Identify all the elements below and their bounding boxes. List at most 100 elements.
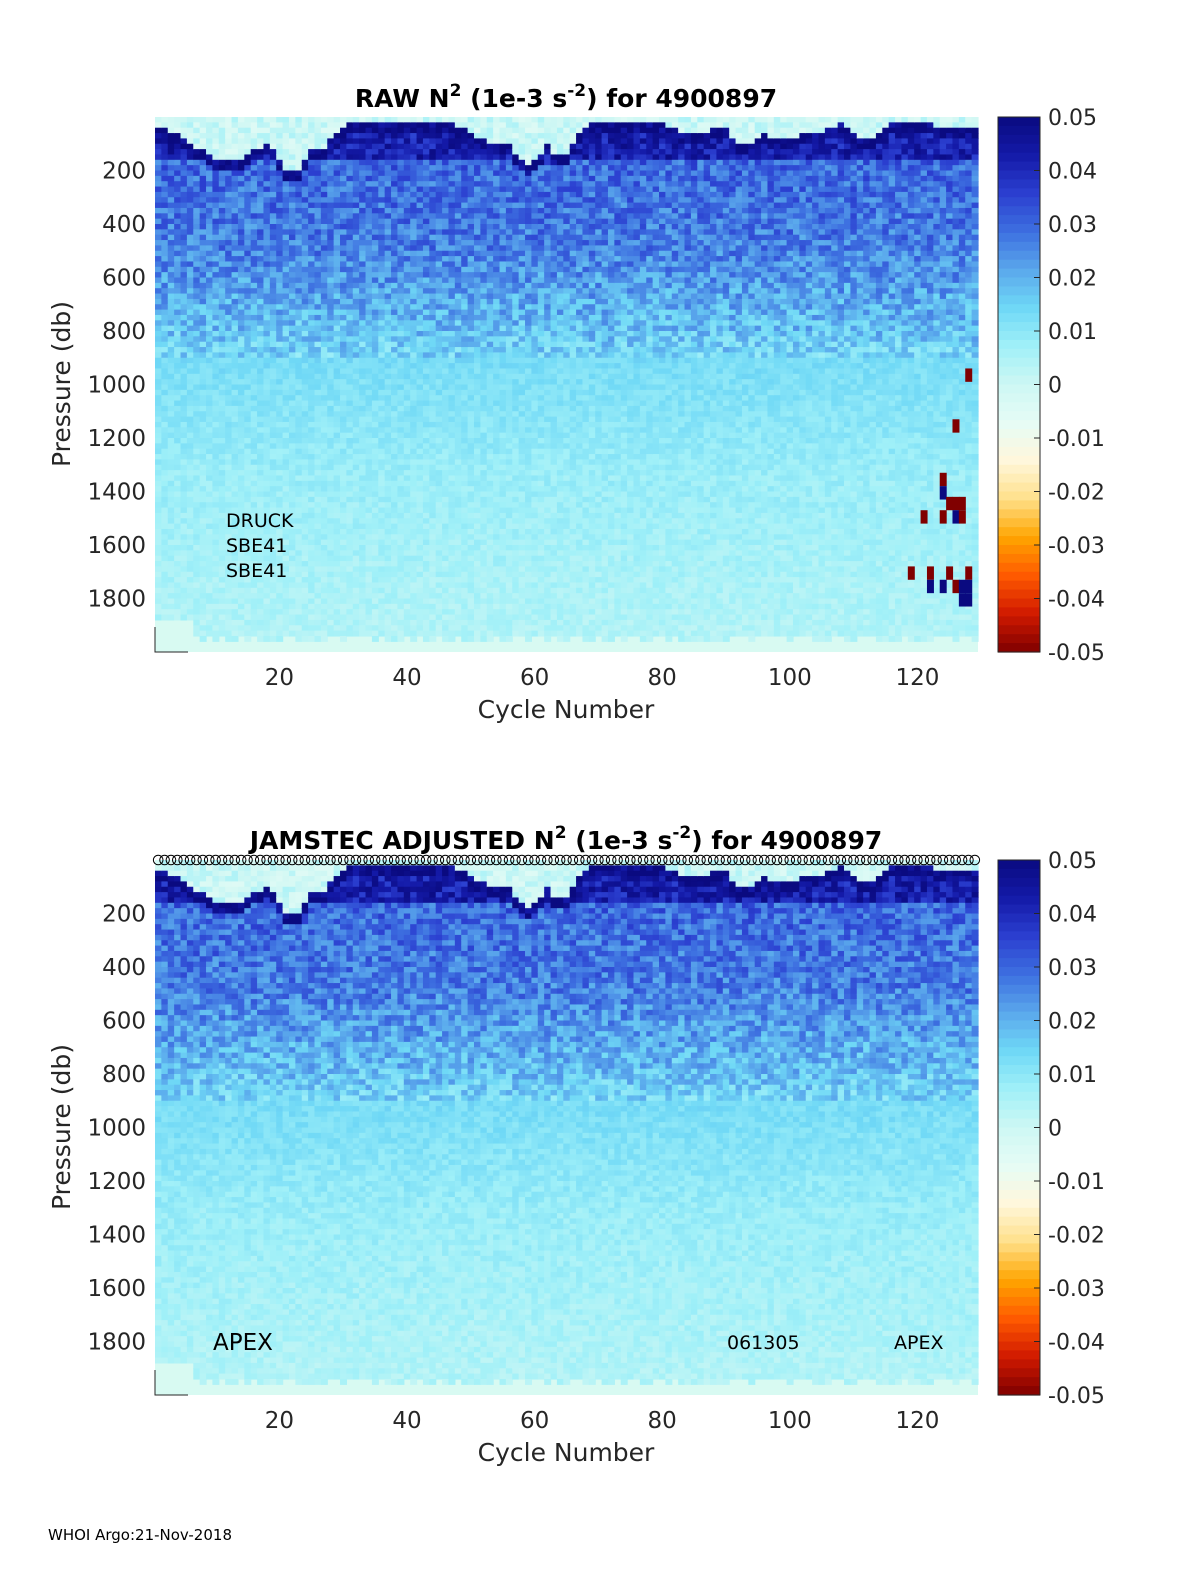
heatmap-cell bbox=[199, 470, 207, 477]
heatmap-cell bbox=[276, 245, 284, 252]
heatmap-cell bbox=[276, 619, 284, 626]
heatmap-cell bbox=[174, 421, 182, 428]
heatmap-cell bbox=[263, 202, 271, 209]
heatmap-cell bbox=[340, 165, 347, 172]
heatmap-cell bbox=[244, 191, 252, 198]
heatmap-cell bbox=[250, 523, 258, 530]
heatmap-cell bbox=[282, 459, 290, 466]
heatmap-cell bbox=[422, 138, 430, 145]
heatmap-cell bbox=[371, 593, 379, 600]
heatmap-cell bbox=[174, 545, 182, 551]
heatmap-cell bbox=[384, 175, 392, 182]
heatmap-cell bbox=[161, 475, 169, 482]
heatmap-cell bbox=[340, 186, 347, 193]
heatmap-cell bbox=[212, 512, 220, 519]
heatmap-cell bbox=[473, 154, 481, 161]
heatmap-cell bbox=[333, 245, 341, 252]
heatmap-cell bbox=[480, 229, 488, 236]
heatmap-cell bbox=[288, 127, 296, 134]
heatmap-cell bbox=[346, 202, 354, 209]
heatmap-cell bbox=[333, 336, 341, 343]
heatmap-cell bbox=[333, 512, 341, 519]
heatmap-cell bbox=[467, 229, 475, 236]
heatmap-cell bbox=[282, 127, 290, 134]
heatmap-cell bbox=[448, 496, 456, 503]
heatmap-cell bbox=[429, 507, 437, 514]
heatmap-cell bbox=[422, 432, 430, 439]
heatmap-cell bbox=[352, 496, 360, 503]
heatmap-cell bbox=[225, 202, 233, 209]
heatmap-cell bbox=[257, 555, 265, 562]
heatmap-cell bbox=[429, 400, 437, 407]
heatmap-cell bbox=[320, 250, 328, 257]
heatmap-cell bbox=[199, 250, 207, 257]
heatmap-cell bbox=[461, 272, 469, 279]
heatmap-cell bbox=[397, 486, 405, 493]
heatmap-cell bbox=[237, 277, 245, 284]
heatmap-cell bbox=[378, 373, 386, 380]
heatmap-cell bbox=[301, 400, 309, 407]
heatmap-cell bbox=[174, 496, 182, 503]
heatmap-cell bbox=[269, 593, 277, 600]
heatmap-cell bbox=[346, 373, 354, 380]
heatmap-cell bbox=[422, 593, 430, 600]
heatmap-cell bbox=[269, 389, 277, 396]
heatmap-cell bbox=[225, 432, 233, 439]
heatmap-cell bbox=[327, 464, 335, 471]
heatmap-cell bbox=[397, 341, 405, 348]
heatmap-cell bbox=[180, 234, 188, 241]
heatmap-cell bbox=[244, 555, 252, 562]
heatmap-cell bbox=[244, 298, 252, 305]
heatmap-cell bbox=[212, 496, 220, 503]
heatmap-cell bbox=[193, 411, 201, 418]
heatmap-cell bbox=[186, 523, 194, 530]
heatmap-cell bbox=[199, 603, 207, 610]
heatmap-cell bbox=[282, 448, 290, 455]
heatmap-cell bbox=[410, 197, 418, 204]
heatmap-cell bbox=[365, 593, 373, 600]
heatmap-cell bbox=[276, 486, 284, 493]
heatmap-cell bbox=[454, 577, 462, 584]
heatmap-cell bbox=[371, 127, 379, 134]
heatmap-cell bbox=[333, 341, 341, 348]
heatmap-cell bbox=[155, 545, 162, 551]
heatmap-cell bbox=[295, 288, 303, 295]
heatmap-cell bbox=[218, 293, 226, 300]
heatmap-cell bbox=[167, 261, 175, 268]
heatmap-cell bbox=[454, 630, 462, 637]
heatmap-cell bbox=[467, 170, 475, 177]
heatmap-cell bbox=[237, 395, 245, 402]
heatmap-cell bbox=[212, 582, 220, 589]
heatmap-cell bbox=[391, 416, 399, 423]
heatmap-cell bbox=[193, 379, 201, 386]
heatmap-cell bbox=[454, 400, 462, 407]
heatmap-cell bbox=[391, 480, 399, 487]
heatmap-cell bbox=[199, 127, 207, 134]
heatmap-cell bbox=[155, 614, 162, 621]
heatmap-cell bbox=[448, 202, 456, 209]
heatmap-cell bbox=[340, 181, 347, 188]
heatmap-cell bbox=[237, 614, 245, 621]
heatmap-cell bbox=[250, 368, 258, 375]
heatmap-cell bbox=[212, 587, 220, 594]
heatmap-cell bbox=[416, 496, 424, 503]
heatmap-cell bbox=[442, 314, 450, 321]
heatmap-cell bbox=[422, 159, 430, 166]
heatmap-cell bbox=[269, 470, 277, 477]
heatmap-cell bbox=[301, 325, 309, 332]
heatmap-cell bbox=[320, 186, 328, 193]
heatmap-cell bbox=[391, 609, 399, 616]
heatmap-cell bbox=[340, 245, 347, 252]
heatmap-cell bbox=[301, 234, 309, 241]
heatmap-cell bbox=[257, 416, 265, 423]
heatmap-cell bbox=[448, 282, 456, 289]
heatmap-cell bbox=[257, 502, 265, 509]
heatmap-cell bbox=[180, 266, 188, 273]
heatmap-cell bbox=[263, 448, 271, 455]
heatmap-cell bbox=[161, 587, 169, 594]
heatmap-cell bbox=[257, 550, 265, 557]
heatmap-cell bbox=[320, 507, 328, 514]
heatmap-cell bbox=[340, 528, 347, 535]
heatmap-cell bbox=[410, 277, 418, 284]
heatmap-cell bbox=[435, 256, 443, 263]
